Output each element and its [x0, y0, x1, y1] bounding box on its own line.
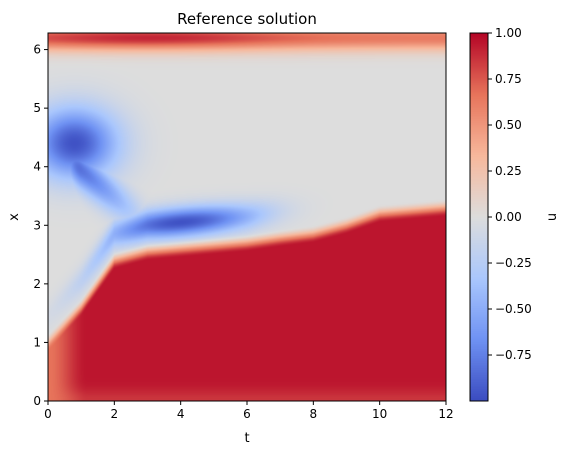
chart-title: Reference solution	[177, 10, 317, 28]
colorbar-tick-label: 0.25	[495, 164, 522, 178]
colorbar-tick-label: −0.25	[495, 256, 532, 270]
colorbar-label: u	[545, 213, 560, 221]
colorbar-tick-label: 1.00	[495, 26, 522, 40]
colorbar-gradient	[470, 33, 488, 401]
colorbar-tick-label: 0.00	[495, 210, 522, 224]
colorbar-frame	[469, 32, 489, 402]
y-tick-label: 3	[33, 218, 41, 232]
x-tick-label: 0	[44, 407, 52, 421]
x-tick-label: 6	[243, 407, 251, 421]
y-tick-label: 0	[33, 394, 41, 408]
y-tick-label: 4	[33, 160, 41, 174]
x-tick-label: 4	[177, 407, 185, 421]
x-axis-label: t	[244, 431, 249, 446]
y-axis-ticks: 0 1 2 3 4 5 6	[33, 43, 48, 408]
x-axis-ticks: 0 2 4 6 8 10 12	[44, 401, 454, 421]
colorbar-ticks: −0.75 −0.50 −0.25 0.00 0.25 0.50 0.75 1.00	[488, 26, 532, 362]
plot-frame	[47, 32, 447, 402]
x-tick-label: 8	[310, 407, 318, 421]
y-tick-label: 6	[33, 43, 41, 57]
colorbar-tick-label: −0.75	[495, 348, 532, 362]
x-tick-label: 10	[372, 407, 387, 421]
x-tick-label: 2	[111, 407, 119, 421]
y-tick-label: 2	[33, 277, 41, 291]
y-axis-label: x	[7, 213, 22, 221]
colorbar-tick-label: −0.50	[495, 302, 532, 316]
y-tick-label: 1	[33, 335, 41, 349]
x-tick-label: 12	[438, 407, 453, 421]
y-tick-label: 5	[33, 101, 41, 115]
colorbar-tick-label: 0.50	[495, 118, 522, 132]
heatmap-image	[48, 33, 446, 401]
colorbar-tick-label: 0.75	[495, 72, 522, 86]
